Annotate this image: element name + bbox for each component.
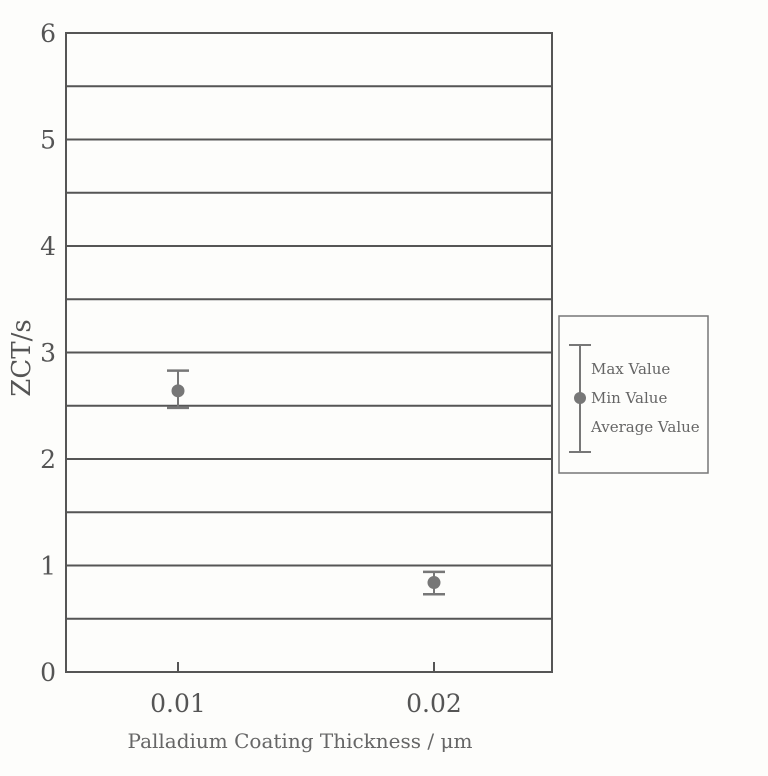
legend-marker xyxy=(574,392,586,404)
x-axis-label: Palladium Coating Thickness / μm xyxy=(128,729,473,753)
y-tick-label: 1 xyxy=(40,552,56,581)
y-tick-label: 3 xyxy=(40,339,56,368)
average-point xyxy=(171,384,185,398)
y-tick-label: 5 xyxy=(40,126,56,155)
legend-box xyxy=(558,315,709,474)
y-tick-label: 2 xyxy=(40,445,56,474)
legend: Max Value Min Value Average Value xyxy=(558,315,709,474)
x-tick-labels: 0.01 0.02 xyxy=(150,662,462,718)
x-tick-label: 0.02 xyxy=(406,689,462,718)
grid-lines xyxy=(65,32,553,673)
y-tick-label: 0 xyxy=(40,658,56,687)
x-tick-label: 0.01 xyxy=(150,689,206,718)
legend-max: Max Value xyxy=(591,360,670,378)
data-points xyxy=(167,369,445,596)
average-point xyxy=(427,576,441,590)
legend-min: Min Value xyxy=(591,389,667,407)
y-axis-label: ZCT/s xyxy=(7,319,37,396)
y-tick-label: 4 xyxy=(40,232,56,261)
y-tick-label: 6 xyxy=(40,19,56,48)
y-tick-labels: 0 1 2 3 4 5 6 xyxy=(40,19,56,687)
legend-average: Average Value xyxy=(590,418,700,436)
